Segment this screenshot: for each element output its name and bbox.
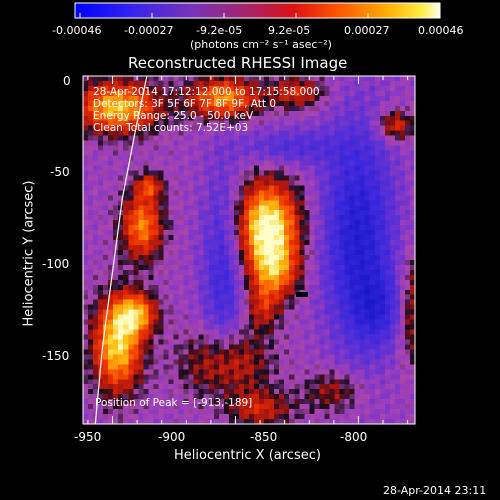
- x-tick-label-1: -950: [74, 430, 102, 444]
- y-tick-label-2: -50: [50, 165, 70, 179]
- colorbar-tick-label-1: -0.00046: [52, 24, 102, 37]
- y-tick-label-4: -150: [42, 349, 70, 363]
- chart-title: Reconstructed RHESSI Image: [128, 54, 348, 72]
- solar-limb-curve: [94, 76, 148, 424]
- x-tick-label-4: -800: [340, 430, 368, 444]
- x-axis-label: Heliocentric X (arcsec): [174, 448, 321, 463]
- y-tick-label-1: 0: [63, 74, 71, 88]
- y-axis-label: Heliocentric Y (arcsec): [21, 180, 37, 327]
- colorbar: [74, 2, 441, 19]
- info-line-counts: Clean Total counts: 7.52E+03: [93, 122, 249, 134]
- colorbar-tick-label-2: -0.00027: [124, 24, 174, 37]
- info-line-detectors: Detectors: 3F 5F 6F 7F 8F 9F, Att 0: [93, 98, 277, 110]
- colorbar-tick-label-3: -9.2e-05: [196, 24, 243, 37]
- heatmap-image: [83, 76, 415, 424]
- colorbar-unit: (photons cm⁻² s⁻¹ asec⁻²): [190, 38, 332, 51]
- colorbar-tick-label-5: 0.00027: [344, 24, 390, 37]
- x-tick-label-2: -900: [158, 430, 186, 444]
- plot-frame: [82, 75, 416, 425]
- x-tick-label-3: -850: [250, 430, 278, 444]
- y-tick-label-3: -100: [42, 257, 70, 271]
- peak-position-label: Position of Peak = [-913,-189]: [95, 397, 253, 409]
- colorbar-tick-label-4: 9.2e-05: [268, 24, 311, 37]
- timestamp: 28-Apr-2014 23:11: [383, 484, 487, 497]
- info-line-energy: Energy Range: 25.0 - 50.0 keV: [93, 110, 254, 122]
- colorbar-ticks: [79, 13, 441, 18]
- peak-marker: [296, 292, 308, 297]
- axis-ticks: [87, 76, 409, 424]
- colorbar-tick-label-6: 0.00046: [418, 24, 464, 37]
- info-line-time: 28-Apr-2014 17:12:12.000 to 17:15:58.000: [93, 86, 320, 98]
